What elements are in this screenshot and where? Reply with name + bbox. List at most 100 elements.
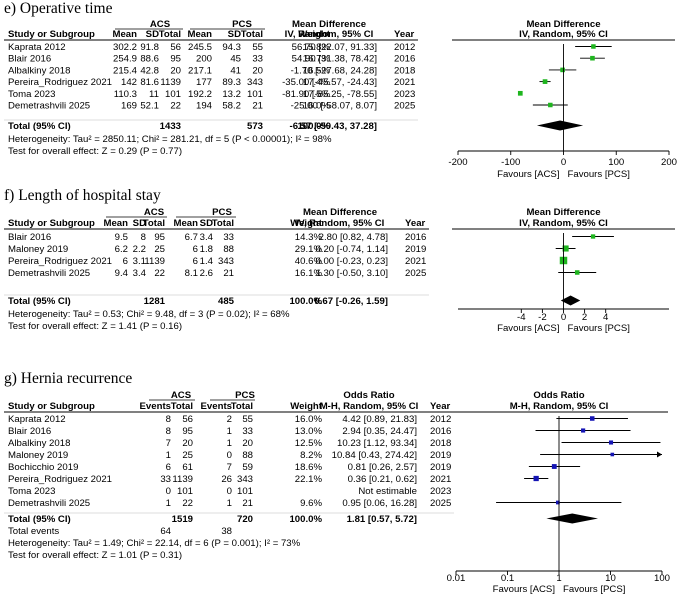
group2-value: 192.2 (188, 89, 212, 100)
study-name: Albalkiny 2018 (8, 438, 70, 449)
study-weight: 16.1% (295, 268, 323, 279)
study-year: 2021 (394, 77, 415, 88)
weight-column-header: Weight (290, 401, 323, 412)
study-year: 2023 (394, 89, 415, 100)
group2-value: 21 (223, 268, 234, 279)
year-column-header: Year (430, 401, 451, 412)
study-effect-ci: 10.84 [0.43, 274.42] (332, 450, 417, 461)
group2-col-header: Total (212, 218, 234, 229)
group2-value: 8.1 (185, 268, 198, 279)
study-year: 2016 (405, 232, 426, 243)
group1-value: 7 (166, 438, 171, 449)
study-weight: 8.2% (300, 450, 322, 461)
x-tick-label: 2 (582, 312, 587, 323)
total-n2: 573 (247, 121, 263, 132)
group2-value: 55 (252, 42, 263, 53)
pooled-effect-diamond (546, 513, 599, 524)
group2-value: 1 (227, 498, 232, 509)
study-effect-ci: -81.90 [-85.25, -78.55] (282, 89, 377, 100)
group1-col-header: Events (140, 401, 171, 412)
total-label: Total (95% CI) (8, 121, 71, 132)
study-name: Blair 2016 (8, 426, 51, 437)
study-weight: 13.0% (295, 426, 323, 437)
group2-value: 3.4 (200, 232, 214, 243)
study-weight: 22.1% (295, 474, 323, 485)
study-name: Demetrashvili 2025 (8, 101, 90, 112)
x-tick-label: -2 (538, 312, 547, 323)
favours-right-label: Favours [PCS] (568, 169, 630, 180)
forest-plot-hospital-stay: ACS PCS Mean Difference Mean Difference Stud… (4, 207, 675, 334)
group2-value: 94.3 (222, 42, 241, 53)
study-column-header: Study or Subgroup (8, 401, 95, 412)
x-tick-label: 100 (654, 573, 670, 584)
group2-value: 21 (252, 101, 263, 112)
group1-value: 81.6 (140, 77, 159, 88)
group1-value: 0 (166, 486, 171, 497)
study-point-marker (581, 428, 586, 433)
panel-title: f) Length of hospital stay (4, 187, 161, 204)
group2-value: 217.1 (188, 65, 212, 76)
favours-left-label: Favours [ACS] (497, 323, 559, 334)
study-weight: 9.6% (300, 498, 322, 509)
study-year: 2016 (394, 54, 415, 65)
x-tick-label: 4 (603, 312, 609, 323)
group2-value: 1.8 (200, 244, 213, 255)
study-year: 2012 (430, 414, 451, 425)
study-name: Pereira_Rodriguez 2021 (8, 77, 112, 88)
year-column-header: Year (394, 29, 415, 40)
group1-value: 101 (177, 486, 193, 497)
forest-panel-hospital-stay: f) Length of hospital stay ACS PCS Mean Di… (0, 187, 685, 347)
favours-right-label: Favours [PCS] (563, 584, 625, 595)
study-point-marker (590, 55, 595, 61)
study-year: 2021 (430, 474, 451, 485)
study-name: Kaprata 2012 (8, 414, 66, 425)
group2-value: 343 (237, 474, 253, 485)
effect-method-header: M-H, Random, 95% CI (320, 401, 419, 412)
forest-panel-hernia-recurrence: g) Hernia recurrence ACS PCS Odds Ratio Odd… (0, 370, 685, 595)
group1-value: 169 (121, 101, 137, 112)
study-name: Maloney 2019 (8, 450, 68, 461)
study-name: Pereira_Rodriguez 2021 (8, 474, 112, 485)
group1-value: 56 (182, 414, 193, 425)
ci-arrow-icon (657, 451, 662, 458)
study-effect-ci: 0.36 [0.21, 0.62] (348, 474, 417, 485)
study-point-marker (574, 270, 580, 275)
total-n1: 1281 (144, 296, 166, 307)
study-effect-ci: -35.00 [-45.57, -24.43] (282, 77, 377, 88)
study-name: Blair 2016 (8, 232, 51, 243)
overall-effect-text: Test for overall effect: Z = 1.01 (P = 0… (8, 550, 182, 561)
heterogeneity-text: Heterogeneity: Tau² = 1.49; Chi² = 22.14… (8, 538, 301, 549)
group1-value: 22 (182, 498, 193, 509)
effect-method-header: IV, Random, 95% CI (285, 29, 374, 40)
study-name: Toma 2023 (8, 486, 55, 497)
group1-value: 95 (182, 426, 193, 437)
study-year: 2025 (430, 498, 451, 509)
favours-left-label: Favours [ACS] (497, 169, 559, 180)
study-point-marker (517, 90, 523, 96)
group2-value: 1 (227, 438, 232, 449)
group1-value: 2.2 (133, 244, 146, 255)
group1-value: 254.9 (113, 54, 137, 65)
group2-value: 45 (230, 54, 241, 65)
total-n2: 485 (218, 296, 235, 307)
group2-value: 0 (227, 450, 232, 461)
group1-value: 6.2 (115, 244, 128, 255)
study-weight: 16.5% (303, 65, 331, 76)
group2-value: 6 (193, 256, 198, 267)
study-year: 2025 (394, 101, 415, 112)
study-effect-ci: Not estimable (358, 486, 417, 497)
study-point-marker (589, 416, 595, 421)
x-tick-label: 1 (556, 573, 561, 584)
study-point-marker (551, 464, 557, 469)
study-point-marker (542, 79, 548, 84)
plot-title: Mean Difference (526, 207, 600, 218)
group1-value: 1 (166, 450, 171, 461)
total-label: Total (95% CI) (8, 296, 71, 307)
study-point-marker (533, 475, 539, 482)
study-point-marker (555, 500, 560, 505)
study-name: Albalkiny 2018 (8, 65, 70, 76)
study-year: 2019 (430, 450, 451, 461)
study-point-marker (591, 44, 596, 49)
group1-col-header: Mean (103, 218, 128, 229)
study-weight: 16.7% (303, 54, 331, 65)
